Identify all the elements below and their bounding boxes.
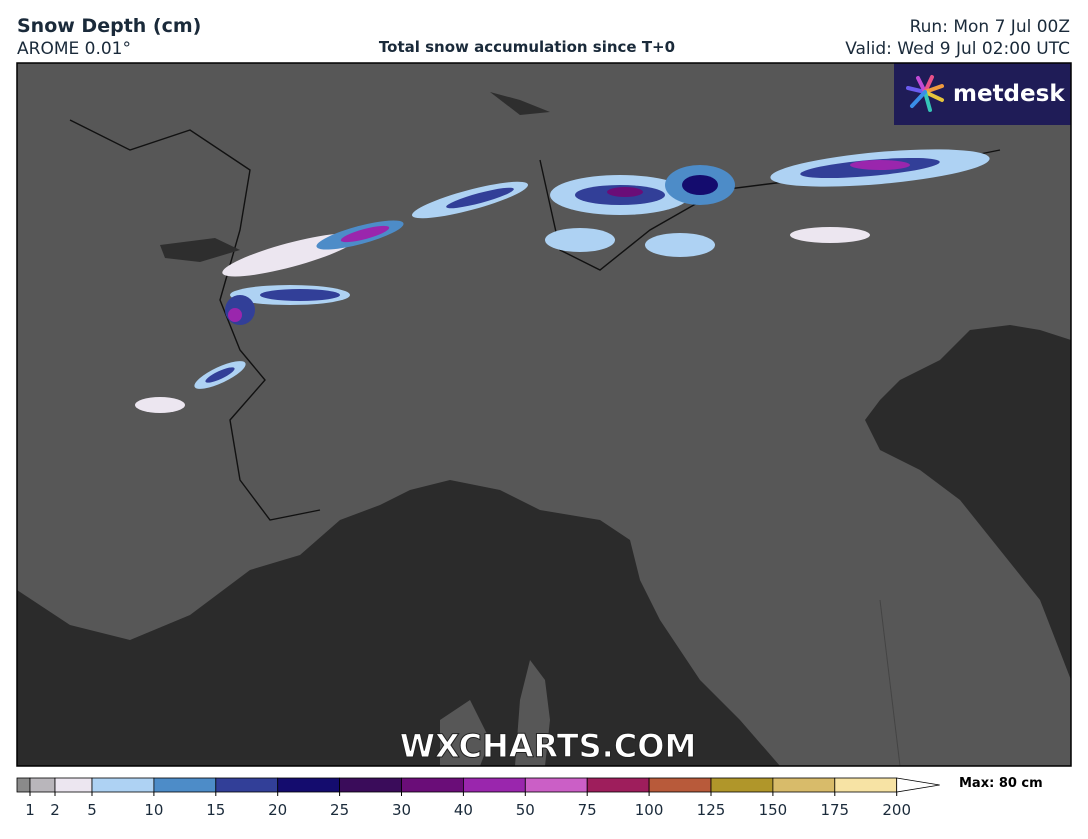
- legend-tick-label: 1: [25, 801, 35, 819]
- legend-segment: [462, 777, 526, 793]
- legend-segment: [29, 777, 56, 793]
- legend-segment: [91, 777, 155, 793]
- model: AROME 0.01°: [17, 39, 131, 59]
- sea: [865, 325, 1071, 680]
- legend-segment: [153, 777, 217, 793]
- legend-segment: [648, 777, 712, 793]
- legend-segment: [834, 777, 898, 793]
- legend-segment: [215, 777, 279, 793]
- legend-segment: [586, 777, 650, 793]
- legend: Max: 80 cm 1 2 5 10 15 20 25 30 40 50 75 100 125 150 1…: [16, 776, 1043, 819]
- snow: [135, 149, 990, 413]
- legend-tick-label: 150: [759, 801, 788, 819]
- legend-tick-label: 20: [268, 801, 287, 819]
- subtitle: Total snow accumulation since T+0: [379, 38, 675, 56]
- legend-tick-label: 100: [635, 801, 664, 819]
- legend-tick-label: 2: [50, 801, 60, 819]
- valid: Valid: Wed 9 Jul 02:00 UTC: [845, 39, 1070, 59]
- legend-tick-label: 40: [454, 801, 473, 819]
- legend-tick-label: 125: [697, 801, 726, 819]
- legend-tick-label: 15: [206, 801, 225, 819]
- legend-segment: [524, 777, 588, 793]
- watermark: WXCHARTS.COM: [400, 727, 697, 765]
- lake: [160, 238, 240, 262]
- legend-tick-label: 5: [87, 801, 97, 819]
- map-frame: [16, 62, 1072, 767]
- legend-segment: [772, 777, 836, 793]
- run: Run: Mon 7 Jul 00Z: [910, 17, 1070, 37]
- legend-tick-label: 25: [330, 801, 349, 819]
- legend-segment: [401, 777, 464, 793]
- legend-tick-label: 200: [882, 801, 911, 819]
- legend-tick-label: 50: [516, 801, 535, 819]
- island: [440, 700, 490, 766]
- legend-below: [16, 777, 31, 793]
- legend-max: Max: 80 cm: [959, 776, 1043, 791]
- logo-icon: [906, 75, 944, 112]
- legend-segment: [710, 777, 774, 793]
- legend-tick-label: 75: [578, 801, 597, 819]
- legend-arrow: [896, 777, 940, 793]
- legend-tick-label: 175: [820, 801, 849, 819]
- sea: [17, 480, 780, 766]
- map: metdesk WXCHARTS.COM: [16, 62, 1072, 767]
- island: [515, 660, 550, 766]
- legend-tick-label: 10: [144, 801, 163, 819]
- legend-tick-label: 30: [392, 801, 411, 819]
- title: Snow Depth (cm): [17, 15, 201, 37]
- legend-segment: [339, 777, 402, 793]
- logo-text: metdesk: [953, 81, 1065, 107]
- lake: [490, 92, 550, 115]
- legend-segment: [277, 777, 341, 793]
- legend-segment: [54, 777, 93, 793]
